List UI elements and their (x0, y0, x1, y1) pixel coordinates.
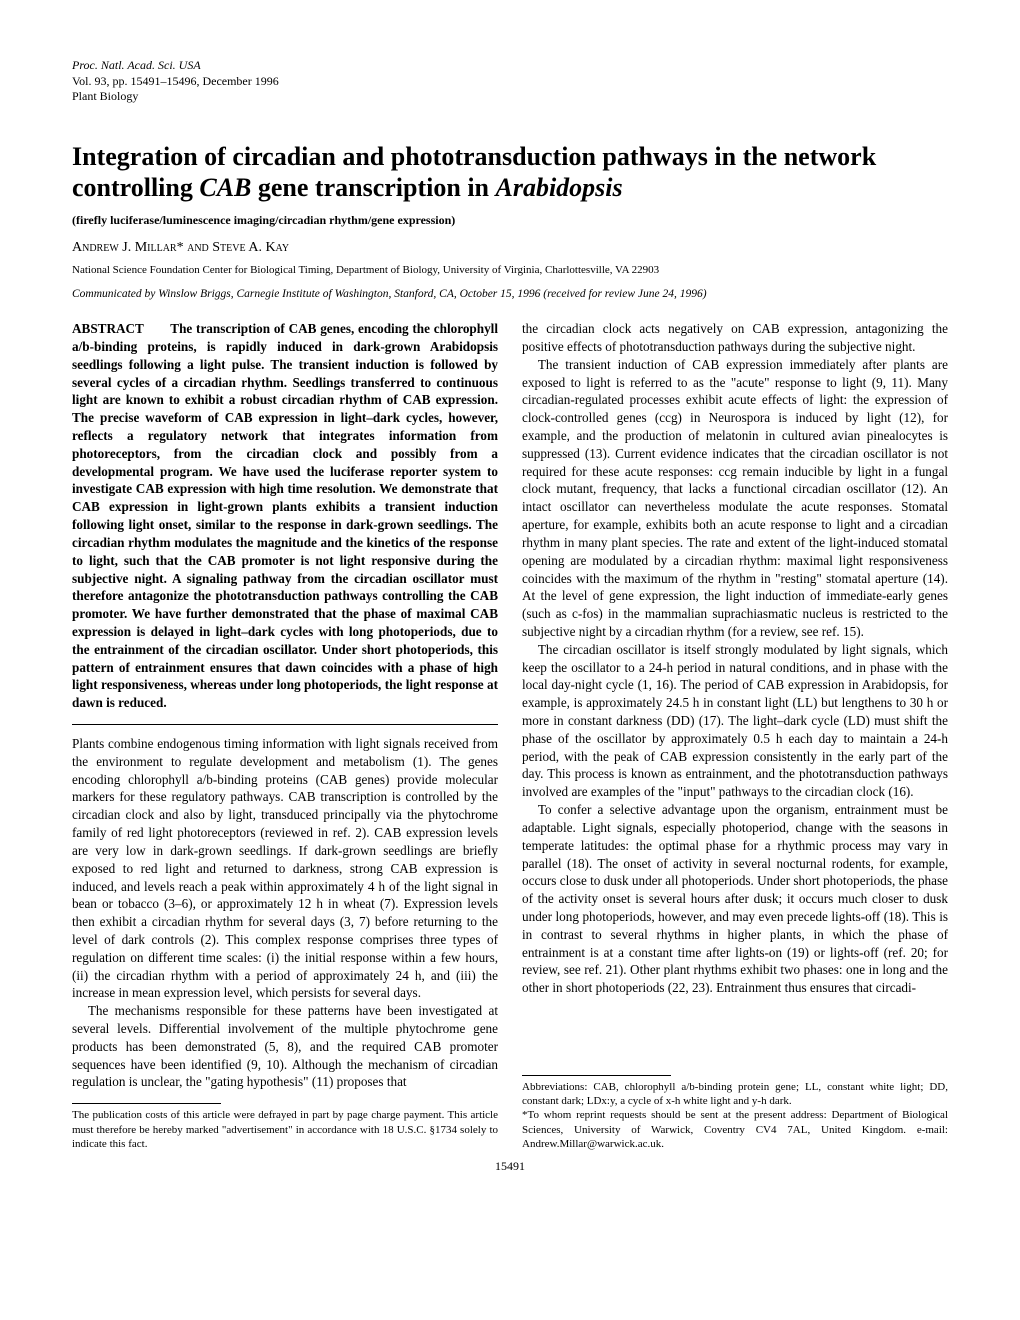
body-paragraph-3: the circadian clock acts negatively on C… (522, 320, 948, 356)
footnote-rule-left (72, 1103, 221, 1104)
page-number: 15491 (72, 1159, 948, 1174)
correspondence-footnote: *To whom reprint requests should be sent… (522, 1108, 948, 1151)
footnote-rule-right (522, 1075, 671, 1076)
abstract-rule (72, 724, 498, 725)
article-title: Integration of circadian and phototransd… (72, 141, 948, 203)
body-paragraph-6: To confer a selective advantage upon the… (522, 801, 948, 997)
abbreviations: Abbreviations: CAB, chlorophyll a/b-bind… (522, 1080, 948, 1109)
abstract-label: ABSTRACT (72, 321, 144, 336)
body-paragraph-5: The circadian oscillator is itself stron… (522, 641, 948, 801)
title-text-2: gene transcription in (251, 173, 495, 202)
journal-info: Proc. Natl. Acad. Sci. USA Vol. 93, pp. … (72, 58, 948, 105)
left-column: ABSTRACT The transcription of CAB genes,… (72, 320, 498, 1151)
journal-volume: Vol. 93, pp. 15491–15496, December 1996 (72, 74, 948, 90)
body-paragraph-1: Plants combine endogenous timing informa… (72, 735, 498, 1002)
abstract-text: The transcription of CAB genes, encoding… (72, 321, 498, 710)
body-paragraph-4: The transient induction of CAB expressio… (522, 356, 948, 641)
title-italic-2: Arabidopsis (496, 173, 623, 202)
journal-name: Proc. Natl. Acad. Sci. USA (72, 58, 948, 74)
journal-section: Plant Biology (72, 89, 948, 105)
communicated-by: Communicated by Winslow Briggs, Carnegie… (72, 288, 948, 300)
affiliation: National Science Foundation Center for B… (72, 264, 948, 276)
keywords: (firefly luciferase/luminescence imaging… (72, 213, 948, 228)
title-italic-1: CAB (199, 173, 251, 202)
authors: Andrew J. Millar* and Steve A. Kay (72, 240, 948, 256)
publication-footnote: The publication costs of this article we… (72, 1108, 498, 1151)
right-column: the circadian clock acts negatively on C… (522, 320, 948, 1151)
abstract: ABSTRACT The transcription of CAB genes,… (72, 320, 498, 712)
two-column-layout: ABSTRACT The transcription of CAB genes,… (72, 320, 948, 1151)
body-paragraph-2: The mechanisms responsible for these pat… (72, 1002, 498, 1091)
